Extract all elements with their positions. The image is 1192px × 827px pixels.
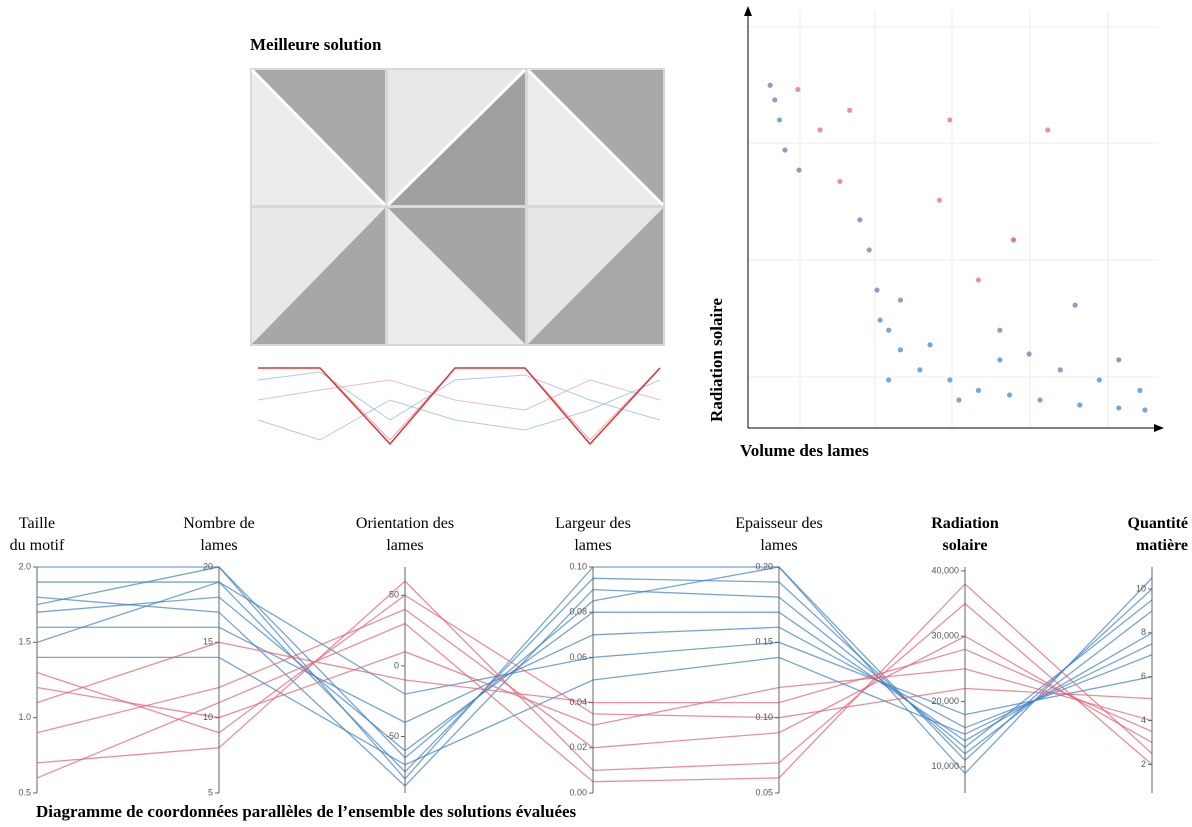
- scatter-point: [956, 397, 962, 403]
- y-tick-label: 10: [203, 712, 213, 722]
- scatter-point: [936, 197, 943, 203]
- y-tick-label: 0.05: [755, 787, 773, 797]
- axis-title: Nombre de: [183, 515, 255, 532]
- scatter-point: [857, 217, 863, 223]
- y-tick-label: 10: [1136, 583, 1146, 593]
- scatter-point: [877, 317, 883, 323]
- y-tick-label: 8: [1141, 627, 1146, 637]
- y-tick-label: 2: [1141, 759, 1146, 769]
- axis-title: Radiation: [931, 515, 999, 532]
- y-tick-label: 10,000: [931, 761, 959, 771]
- scatter-point: [795, 86, 801, 93]
- scatter-point: [897, 347, 904, 353]
- y-tick-label: 0.10: [755, 712, 773, 722]
- axis-title: du motif: [10, 537, 65, 554]
- axis-title: Taille: [19, 515, 55, 532]
- y-tick-label: 6: [1141, 671, 1146, 681]
- data-line: [36, 608, 1153, 749]
- scatter-point: [997, 357, 1003, 363]
- y-tick-label: 50: [389, 590, 399, 600]
- scatter-point: [886, 377, 892, 383]
- scatter-point: [927, 342, 933, 348]
- scatter-point: [997, 327, 1003, 333]
- y-tick-label: 20,000: [931, 696, 959, 706]
- y-tick-label: -50: [386, 731, 399, 741]
- y-tick-label: 15: [203, 637, 213, 647]
- best-solution-image: [250, 68, 665, 346]
- scatter-point: [1010, 237, 1017, 243]
- scatter-point: [837, 178, 843, 184]
- data-line: [36, 588, 1153, 787]
- y-tick-label: 0.00: [569, 787, 587, 797]
- image-title: Meilleure solution: [250, 35, 382, 54]
- chart-title: Diagramme de coordonnées parallèles de l…: [36, 802, 577, 821]
- data-line: [37, 643, 1153, 766]
- scatter-point: [767, 82, 773, 88]
- y-tick-label: 0.5: [18, 787, 31, 797]
- scatter-point: [1116, 405, 1122, 411]
- axis-title: matière: [1136, 537, 1188, 554]
- scatter-point: [1072, 302, 1078, 308]
- y-tick-label: 20: [203, 561, 213, 571]
- y-tick-label: 2.0: [18, 561, 31, 571]
- scatter-point: [1037, 397, 1043, 403]
- y-axis-arrow: [744, 6, 752, 16]
- scatter-point: [947, 117, 953, 123]
- axis-title: lames: [574, 537, 611, 554]
- y-tick-label: 0.15: [755, 637, 773, 647]
- y-tick-label: 4: [1141, 715, 1146, 725]
- scatter-point: [947, 377, 953, 383]
- y-tick-label: 30,000: [931, 631, 959, 641]
- axis-title: Orientation des: [356, 515, 454, 532]
- axis-title: lames: [200, 537, 237, 554]
- y-tick-label: 1.0: [18, 712, 31, 722]
- scatter-point: [1137, 387, 1143, 393]
- x-axis-label: Volume des lames: [740, 441, 869, 460]
- scatter-point: [1142, 407, 1148, 413]
- scatter-point: [796, 167, 802, 173]
- scatter-point: [1045, 127, 1051, 133]
- y-tick-label: 0.08: [569, 607, 587, 617]
- x-axis-arrow: [1154, 424, 1164, 432]
- y-tick-label: 5: [208, 787, 213, 797]
- scatter-point: [776, 117, 783, 123]
- scatter-point: [975, 277, 982, 283]
- scatter-point: [1007, 392, 1013, 398]
- y-tick-label: 0.10: [569, 561, 587, 571]
- y-axis-label: Radiation solaire: [707, 298, 726, 422]
- y-tick-label: 0.06: [569, 652, 587, 662]
- y-tick-label: 40,000: [931, 565, 959, 575]
- scatter-point: [897, 297, 904, 303]
- scatter-point: [975, 387, 982, 393]
- axis-title: Largeur des: [555, 515, 631, 532]
- scatter-point: [866, 247, 872, 253]
- scatter-point: [1116, 357, 1122, 363]
- scatter-point: [1026, 351, 1032, 357]
- scatter-point: [886, 327, 892, 333]
- y-tick-label: 0.20: [755, 561, 773, 571]
- axis-title: lames: [386, 537, 423, 554]
- scatter-point: [782, 147, 788, 153]
- axis-title: Quantité: [1128, 515, 1188, 532]
- scatter-point: [874, 287, 880, 293]
- axis-title: lames: [760, 537, 797, 554]
- scatter-point: [817, 127, 823, 133]
- y-tick-label: 0.04: [569, 697, 587, 707]
- scatter-point: [917, 367, 923, 373]
- scatter-point: [847, 107, 853, 113]
- scatter-point: [772, 97, 778, 103]
- scatter-point: [1096, 377, 1102, 383]
- mini-parallel-plot: [257, 367, 661, 446]
- axis-title: Epaisseur des: [735, 515, 823, 532]
- axis-title: solaire: [942, 537, 987, 554]
- y-tick-label: 0.02: [569, 742, 587, 752]
- scatter-point: [1057, 367, 1063, 373]
- y-tick-label: 0: [394, 660, 399, 670]
- y-tick-label: 1.5: [18, 637, 31, 647]
- scatter-point: [1077, 402, 1083, 408]
